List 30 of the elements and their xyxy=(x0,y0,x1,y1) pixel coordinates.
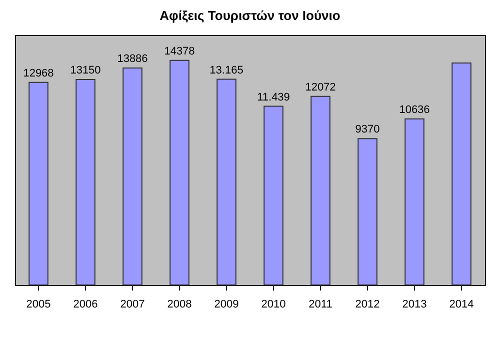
x-tick-label: 2011 xyxy=(308,298,332,310)
data-label: 11.439 xyxy=(257,91,290,104)
bar xyxy=(452,62,472,286)
x-tick-label: 2010 xyxy=(261,298,286,310)
x-tick-label: 2006 xyxy=(73,298,98,310)
bar xyxy=(28,82,48,286)
bar xyxy=(310,96,330,286)
bar xyxy=(216,78,236,286)
bar xyxy=(122,68,142,286)
bar xyxy=(76,79,96,286)
x-tick-label: 2012 xyxy=(355,298,380,310)
data-label: 13886 xyxy=(117,53,148,66)
data-label: 12072 xyxy=(305,81,336,94)
data-label: 10636 xyxy=(399,104,430,116)
x-tick-label: 2007 xyxy=(120,298,145,310)
data-label: 13150 xyxy=(70,64,101,77)
x-tick-label: 2013 xyxy=(402,298,427,310)
data-label: 9370 xyxy=(355,124,380,136)
x-tick-label: 2009 xyxy=(214,298,239,310)
bar xyxy=(170,60,190,286)
data-label: 12968 xyxy=(23,67,54,80)
bar xyxy=(404,118,424,286)
chart-title: Αφίξεις Τουριστών τον Ιούνιο xyxy=(160,8,340,23)
bar xyxy=(264,106,284,286)
x-tick-label: 2014 xyxy=(449,298,474,310)
x-tick-label: 2008 xyxy=(167,298,192,310)
bar xyxy=(358,138,378,286)
data-label: 13.165 xyxy=(210,64,244,76)
data-label: 14378 xyxy=(164,45,195,58)
x-tick-label: 2005 xyxy=(26,298,51,310)
